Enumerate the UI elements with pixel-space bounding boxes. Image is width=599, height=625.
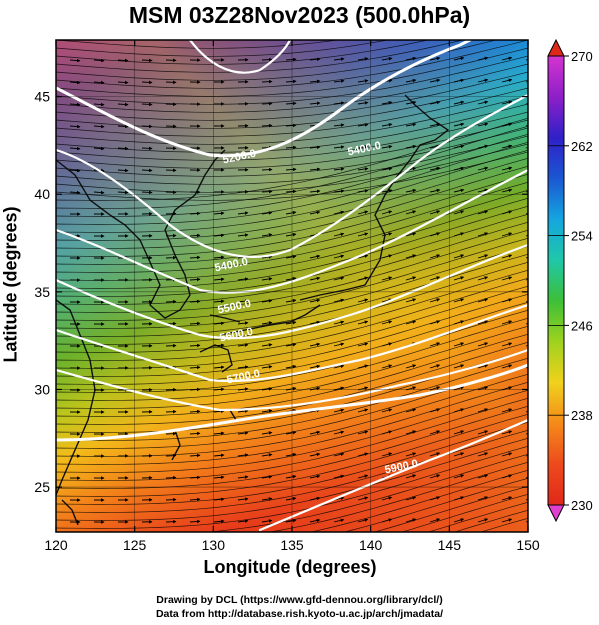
colorbar-tick-label: 230 [571,498,593,513]
y-axis: 25 30 35 40 45 [34,89,528,495]
colorbar-bottom-triangle [547,504,565,523]
y-tick-label: 30 [34,381,50,397]
colorbar-tick-label: 254 [571,229,593,244]
map-grid [56,40,528,532]
wind-streamlines [56,40,528,532]
height-contours [56,40,528,532]
y-tick-label: 40 [34,186,50,202]
y-axis-label: Latitude (degrees) [0,206,21,363]
x-axis: 120 125 130 135 140 145 150 [44,40,540,553]
credit-data: Data from http://database.rish.kyoto-u.a… [155,608,444,620]
x-tick-label: 145 [438,537,462,553]
credit-drawing: Drawing by DCL (https://www.gfd-dennou.o… [156,594,443,606]
colorbar: 270 262 254 246 238 230 [547,38,593,523]
y-tick-label: 35 [34,284,50,300]
colorbar-tick-label: 238 [571,408,593,423]
x-axis-label: Longitude (degrees) [203,557,377,577]
y-tick-label: 45 [34,89,50,105]
x-tick-label: 135 [280,537,304,553]
x-tick-label: 140 [359,537,383,553]
colorbar-tick-label: 246 [571,318,593,333]
colorbar-tick-label: 262 [571,139,593,154]
map-title: MSM 03Z28Nov2023 (500.0hPa) [128,2,471,28]
x-tick-label: 120 [44,537,68,553]
colorbar-top-triangle [547,38,565,57]
x-tick-label: 130 [202,537,226,553]
colorbar-tick-label: 270 [571,49,593,64]
x-tick-label: 125 [123,537,147,553]
colorbar-bar [547,55,565,506]
x-tick-label: 150 [516,537,540,553]
y-tick-label: 25 [34,479,50,495]
